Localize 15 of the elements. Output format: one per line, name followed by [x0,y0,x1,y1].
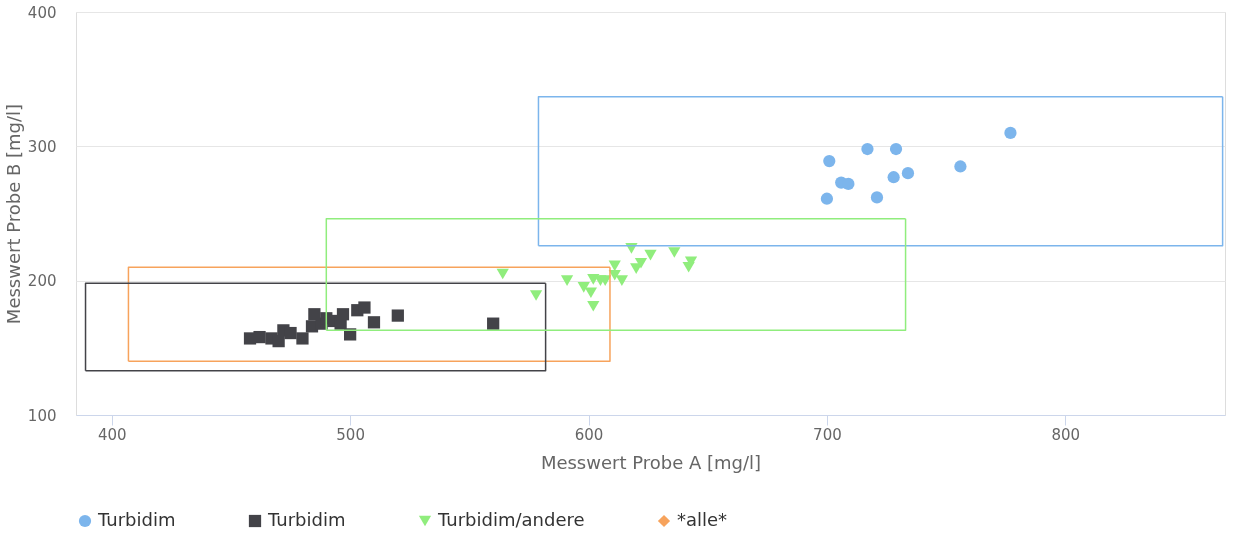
y-tick-label: 300 [27,137,57,156]
x-tick-label: 800 [1051,425,1081,444]
x-tick-label: 700 [813,425,842,444]
y-tick-label: 100 [27,406,57,425]
y-tick-label: 200 [27,272,57,291]
legend-label: Turbidim/andere [437,509,585,530]
legend-label: Turbidim [97,509,176,530]
x-tick-label: 600 [574,425,604,444]
legend-label: *alle* [677,509,728,530]
y-axis-title: Messwert Probe B [mg/l] [2,103,24,325]
x-tick-label: 400 [97,425,127,444]
x-axis-title: Messwert Probe A [mg/l] [540,451,762,473]
y-tick-label: 400 [27,3,57,22]
x-tick-label: 500 [336,425,365,444]
legend-label: Turbidim [267,509,346,530]
